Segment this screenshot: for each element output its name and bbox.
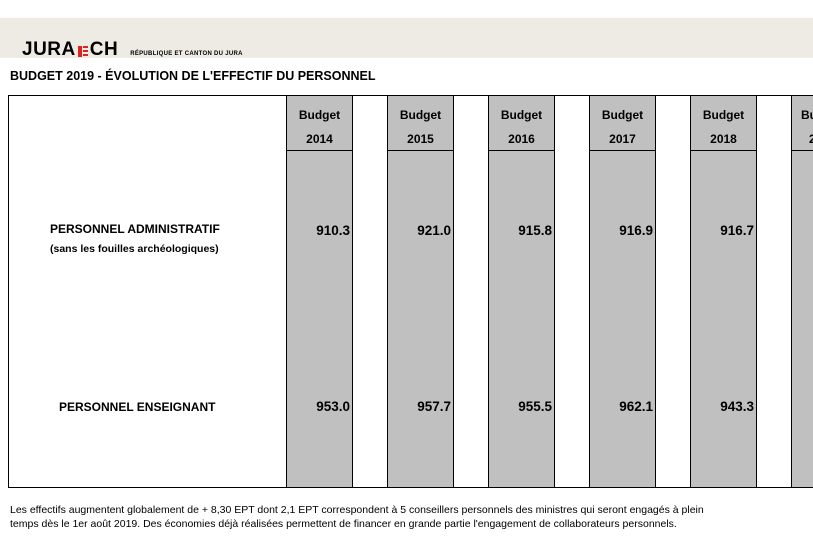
- column-header-year: 2018: [710, 132, 737, 146]
- footnote: Les effectifs augmentent globalement de …: [10, 503, 704, 531]
- cell-enseignant-2018: 943.3: [720, 399, 754, 414]
- column-header-label: Budget: [601, 108, 644, 122]
- header-divider: [792, 150, 813, 151]
- column-header-year: 2014: [306, 132, 333, 146]
- footnote-line-2: temps dès le 1er août 2019. Des économie…: [10, 518, 677, 530]
- cell-enseignant-2014: 953.0: [316, 399, 350, 414]
- column-header-label: Budget: [500, 108, 543, 122]
- logo-text-left: JURA: [22, 39, 76, 60]
- column-header-year: 2017: [609, 132, 636, 146]
- jura-flag-icon: [77, 44, 89, 58]
- cell-administratif-2018: 916.7: [720, 223, 754, 238]
- column-header-year: 2016: [508, 132, 535, 146]
- cell-enseignant-2017: 962.1: [619, 399, 653, 414]
- column-header-year: 2: [809, 132, 813, 146]
- page-title: BUDGET 2019 - ÉVOLUTION DE L'EFFECTIF DU…: [10, 69, 376, 83]
- logo-text-right: CH: [89, 39, 119, 60]
- column-header-label: Budget: [399, 108, 442, 122]
- logo-subtitle: RÉPUBLIQUE ET CANTON DU JURA: [130, 51, 243, 57]
- footnote-line-1: Les effectifs augmentent globalement de …: [10, 504, 704, 516]
- row-label-enseignant: PERSONNEL ENSEIGNANT: [59, 400, 216, 414]
- column-budget-2019-partial: Bu 2: [791, 96, 813, 487]
- column-budget-2016: Budget 2016 915.8 955.5: [488, 96, 555, 487]
- column-header-year: 2015: [407, 132, 434, 146]
- column-header-label: Budget: [298, 108, 341, 122]
- header-banner: [0, 18, 813, 58]
- column-header-label: Bu: [801, 108, 813, 122]
- cell-administratif-2014: 910.3: [316, 223, 350, 238]
- staff-table: PERSONNEL ADMINISTRATIF (sans les fouill…: [8, 95, 813, 488]
- row-sublabel-administratif: (sans les fouilles archéologiques): [50, 243, 219, 255]
- header-divider: [691, 150, 756, 151]
- header-divider: [287, 150, 352, 151]
- row-label-administratif: PERSONNEL ADMINISTRATIF: [50, 222, 220, 236]
- column-header-label: Budget: [702, 108, 745, 122]
- cell-administratif-2015: 921.0: [417, 223, 451, 238]
- column-budget-2018: Budget 2018 916.7 943.3: [690, 96, 757, 487]
- header-divider: [388, 150, 453, 151]
- header-divider: [590, 150, 655, 151]
- column-budget-2015: Budget 2015 921.0 957.7: [387, 96, 454, 487]
- column-budget-2014: Budget 2014 910.3 953.0: [286, 96, 353, 487]
- header-divider: [489, 150, 554, 151]
- column-budget-2017: Budget 2017 916.9 962.1: [589, 96, 656, 487]
- jura-logo: JURA CH RÉPUBLIQUE ET CANTON DU JURA: [22, 37, 243, 59]
- cell-administratif-2017: 916.9: [619, 223, 653, 238]
- cell-administratif-2016: 915.8: [518, 223, 552, 238]
- cell-enseignant-2015: 957.7: [417, 399, 451, 414]
- cell-enseignant-2016: 955.5: [518, 399, 552, 414]
